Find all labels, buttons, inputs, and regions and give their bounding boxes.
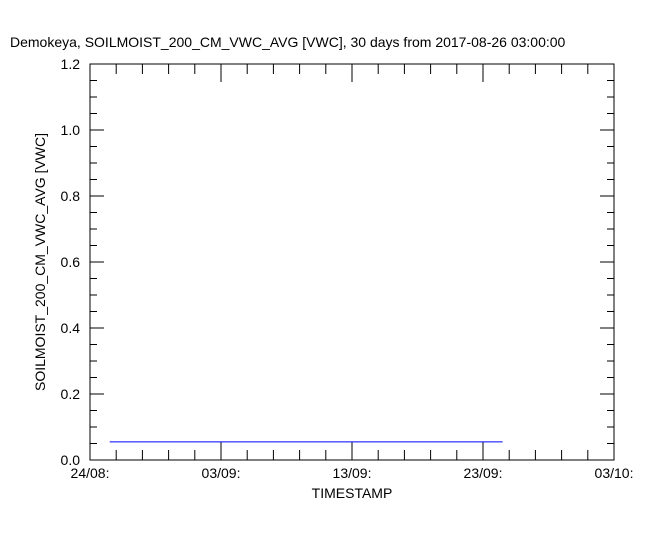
x-axis: 24/08: 03/09: 13/09: 23/09: 03/10: [71,64,634,481]
y-tick-label: 0.0 [61,452,81,468]
y-tick-label: 0.8 [61,188,81,204]
y-axis-label: SOILMOIST_200_CM_VWC_AVG [VWC] [32,133,48,391]
y-tick-label: 1.2 [61,56,81,72]
y-tick-label: 1.0 [61,122,81,138]
x-tick-label: 23/09: [464,465,503,481]
y-axis: 0.0 0.2 0.4 0.6 0.8 1.0 1.2 [61,56,614,468]
y-tick-label: 0.4 [61,320,81,336]
x-tick-label: 24/08: [71,465,110,481]
plot-border [89,63,615,461]
plot-frame [89,63,615,461]
y-tick-label: 0.6 [61,254,81,270]
y-tick-label: 0.2 [61,386,81,402]
chart-title: Demokeya, SOILMOIST_200_CM_VWC_AVG [VWC]… [10,34,566,50]
x-tick-label: 03/10: [595,465,634,481]
x-tick-label: 13/09: [333,465,372,481]
x-axis-label: TIMESTAMP [312,485,393,501]
x-tick-label: 03/09: [202,465,241,481]
